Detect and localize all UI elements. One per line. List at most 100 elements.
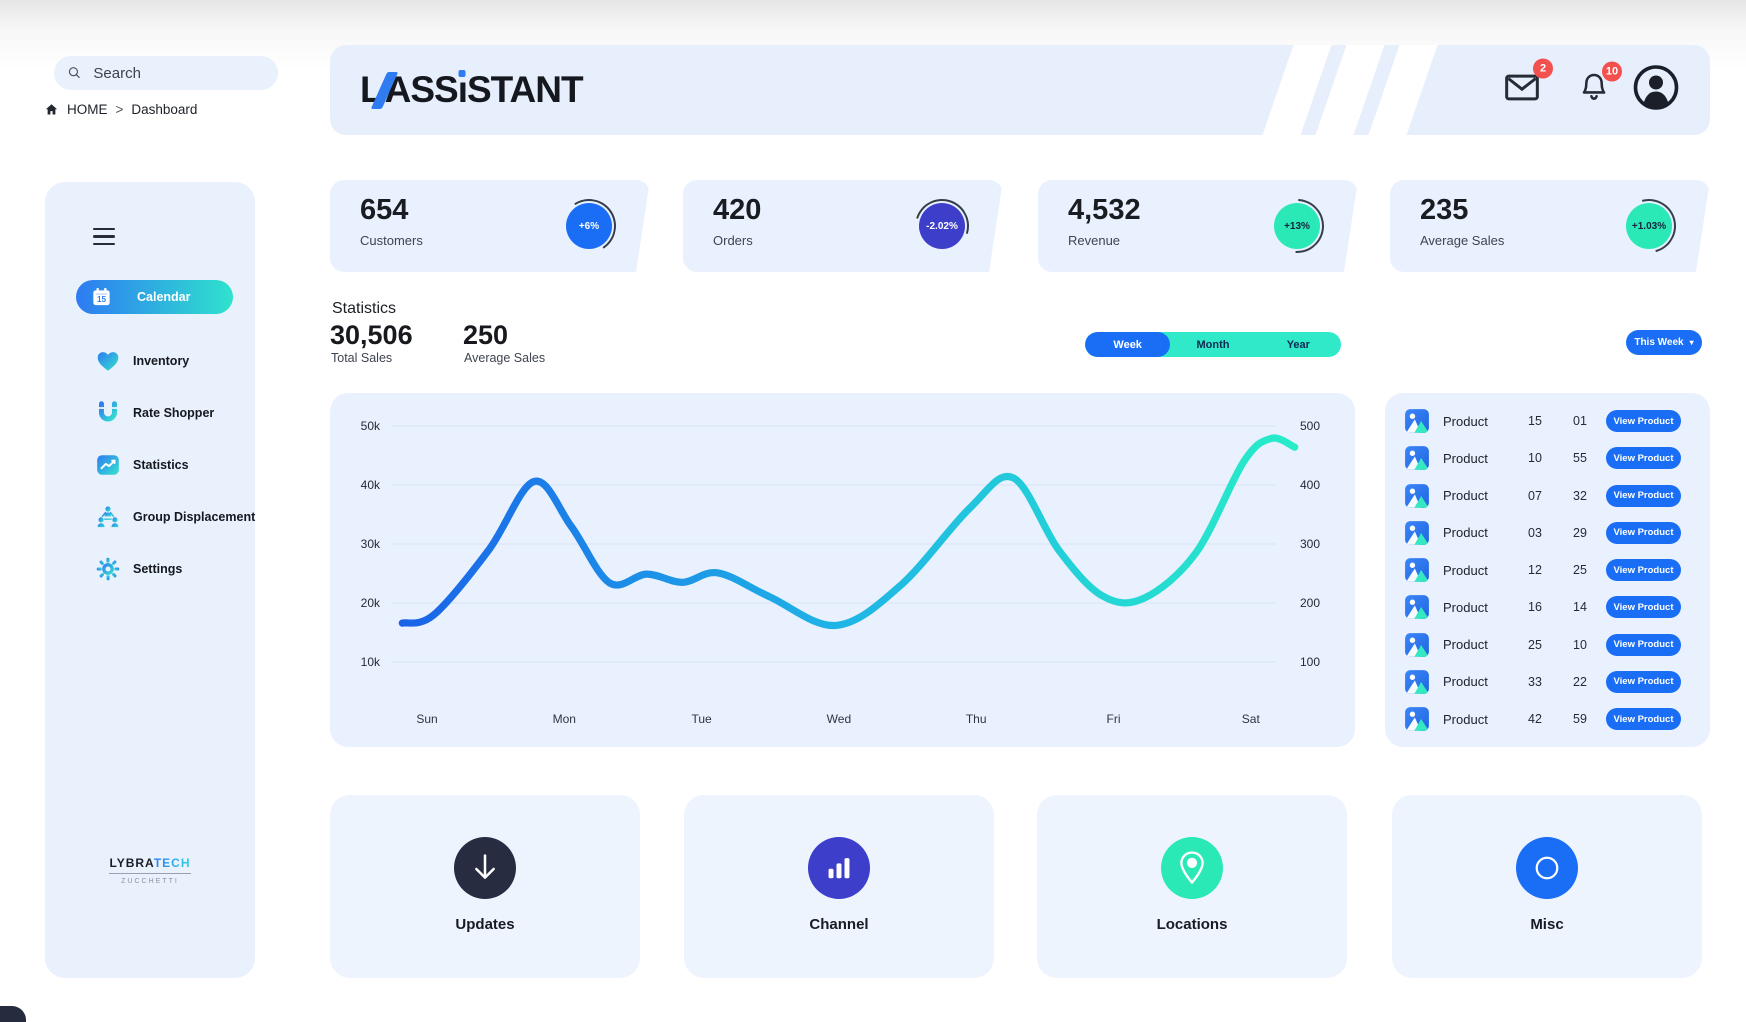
product-code: 55 xyxy=(1573,451,1587,466)
product-qty: 33 xyxy=(1528,674,1542,689)
stat-delta-badge: +1.03% xyxy=(1626,203,1672,249)
product-qty: 03 xyxy=(1528,525,1542,540)
footer-logo-subtitle: ZUCCHETTI xyxy=(121,878,179,885)
feature-card-label: Locations xyxy=(1156,916,1228,933)
top-products-panel: Product 15 01 View Product Product 10 55 View P… xyxy=(1385,393,1710,747)
product-row: Product 33 22 View Product xyxy=(1385,667,1710,697)
chevron-down-icon: ▾ xyxy=(1689,338,1694,347)
stat-label: Orders xyxy=(713,233,753,248)
view-product-button[interactable]: View Product xyxy=(1606,596,1681,619)
sales-chart-panel: 50k 500 40k 400 30k 300 20k 200 10k 100 Sun Mon Tue W… xyxy=(330,393,1355,747)
view-product-button[interactable]: View Product xyxy=(1606,484,1681,507)
stat-label: Customers xyxy=(360,233,423,248)
mail-badge: 2 xyxy=(1533,58,1553,79)
sidebar-item-inventory[interactable]: Inventory xyxy=(76,344,233,378)
view-product-button[interactable]: View Product xyxy=(1606,708,1681,730)
view-product-button[interactable]: View Product xyxy=(1606,559,1681,581)
period-tab-year[interactable]: Year xyxy=(1286,338,1310,351)
sidebar-item-label: Group Displacement xyxy=(133,510,256,524)
product-qty: 15 xyxy=(1528,414,1542,428)
y-axis-left-tick: 10k xyxy=(361,655,381,669)
feature-card-channel[interactable]: Channel xyxy=(684,795,994,978)
notifications-badge: 10 xyxy=(1602,61,1622,82)
location-pin-circle xyxy=(1161,837,1223,899)
stat-card: 235 Average Sales +1.03% xyxy=(1390,180,1710,272)
product-qty: 25 xyxy=(1528,637,1542,652)
range-selector-dropdown[interactable]: This Week ▾ xyxy=(1626,330,1702,355)
stat-delta-badge: +13% xyxy=(1274,203,1320,249)
footer-logo-primary: LYBRA xyxy=(109,856,154,870)
mail-icon xyxy=(1505,74,1539,101)
product-qty: 12 xyxy=(1528,563,1542,577)
sidebar-item-statistics[interactable]: Statistics xyxy=(76,448,233,482)
product-name: Product xyxy=(1443,599,1488,615)
footer-logo-accent: TECH xyxy=(153,856,191,870)
bar-chart-circle xyxy=(808,837,870,899)
y-axis-left-tick: 50k xyxy=(361,419,381,433)
stat-value: 235 xyxy=(1420,194,1469,226)
avatar xyxy=(1633,65,1679,110)
product-code: 29 xyxy=(1573,525,1587,540)
header-band: L ASS ı STANT 2 10 xyxy=(330,45,1710,135)
logo-dotted-i: ı xyxy=(457,69,468,110)
stat-value: 420 xyxy=(713,194,762,226)
sidebar-item-group-displacement[interactable]: Group Displacement xyxy=(76,500,255,534)
period-tab-month[interactable]: Month xyxy=(1196,338,1230,351)
product-thumbnail-icon xyxy=(1404,594,1430,620)
view-product-button[interactable]: View Product xyxy=(1606,521,1681,544)
profile-button[interactable] xyxy=(1632,64,1680,117)
sidebar-item-label: Rate Shopper xyxy=(133,406,215,420)
circle-outline-circle xyxy=(1516,837,1578,899)
search-icon xyxy=(68,67,80,79)
product-thumbnail-icon xyxy=(1404,706,1430,732)
search-bar[interactable] xyxy=(54,56,278,90)
sidebar: Calendar Inventory Rate Shopper Statistics G… xyxy=(45,182,255,978)
sidebar-item-calendar[interactable]: Calendar xyxy=(76,280,233,314)
x-axis-day-label: Tue xyxy=(691,712,712,726)
menu-toggle-button[interactable] xyxy=(93,228,115,246)
notifications-button[interactable]: 10 xyxy=(1577,61,1622,110)
feature-card-label: Misc xyxy=(1530,916,1564,933)
x-axis-day-label: Thu xyxy=(966,712,987,726)
stat-delta-badge: +6% xyxy=(566,203,612,249)
y-axis-right-tick: 100 xyxy=(1300,655,1320,669)
view-product-button[interactable]: View Product xyxy=(1606,447,1681,470)
sidebar-item-label: Calendar xyxy=(137,290,191,304)
product-name: Product xyxy=(1443,450,1488,466)
feature-card-updates[interactable]: Updates xyxy=(330,795,640,978)
breadcrumb-home[interactable]: HOME xyxy=(67,102,108,117)
product-name: Product xyxy=(1443,674,1488,690)
sidebar-item-label: Statistics xyxy=(133,458,189,472)
sales-series-line xyxy=(398,434,1299,630)
search-input[interactable] xyxy=(91,63,265,83)
product-row: Product 25 10 View Product xyxy=(1385,630,1710,660)
product-row: Product 16 14 View Product xyxy=(1385,592,1710,622)
feature-card-locations[interactable]: Locations xyxy=(1037,795,1347,978)
period-tab-week[interactable]: Week xyxy=(1085,332,1171,357)
view-product-button[interactable]: View Product xyxy=(1606,670,1681,693)
feature-card-label: Channel xyxy=(809,916,869,933)
sidebar-item-settings[interactable]: Settings xyxy=(76,552,233,586)
y-axis-right-tick: 500 xyxy=(1300,419,1320,433)
view-product-button[interactable]: View Product xyxy=(1606,633,1681,656)
product-code: 59 xyxy=(1573,712,1587,726)
stat-card: 420 Orders -2.02% xyxy=(683,180,1003,272)
y-axis-left-tick: 40k xyxy=(361,478,381,492)
stats-icon xyxy=(95,452,121,478)
messages-button[interactable]: 2 xyxy=(1502,58,1553,113)
sidebar-item-rate-shopper[interactable]: Rate Shopper xyxy=(76,396,233,430)
x-axis-day-label: Mon xyxy=(553,712,576,726)
view-product-button[interactable]: View Product xyxy=(1606,410,1681,432)
product-name: Product xyxy=(1443,637,1488,652)
range-selector-label: This Week xyxy=(1634,337,1684,348)
stat-label: Average Sales xyxy=(1420,233,1505,248)
stat-card: 4,532 Revenue +13% xyxy=(1038,180,1358,272)
feature-card-misc[interactable]: Misc xyxy=(1392,795,1702,978)
product-code: 10 xyxy=(1573,637,1587,652)
product-row: Product 42 59 View Product xyxy=(1385,704,1710,734)
corner-decoration xyxy=(0,1006,26,1022)
x-axis-day-label: Wed xyxy=(827,712,851,726)
logo-text: ASS xyxy=(384,69,459,110)
product-thumbnail-icon xyxy=(1404,520,1430,546)
